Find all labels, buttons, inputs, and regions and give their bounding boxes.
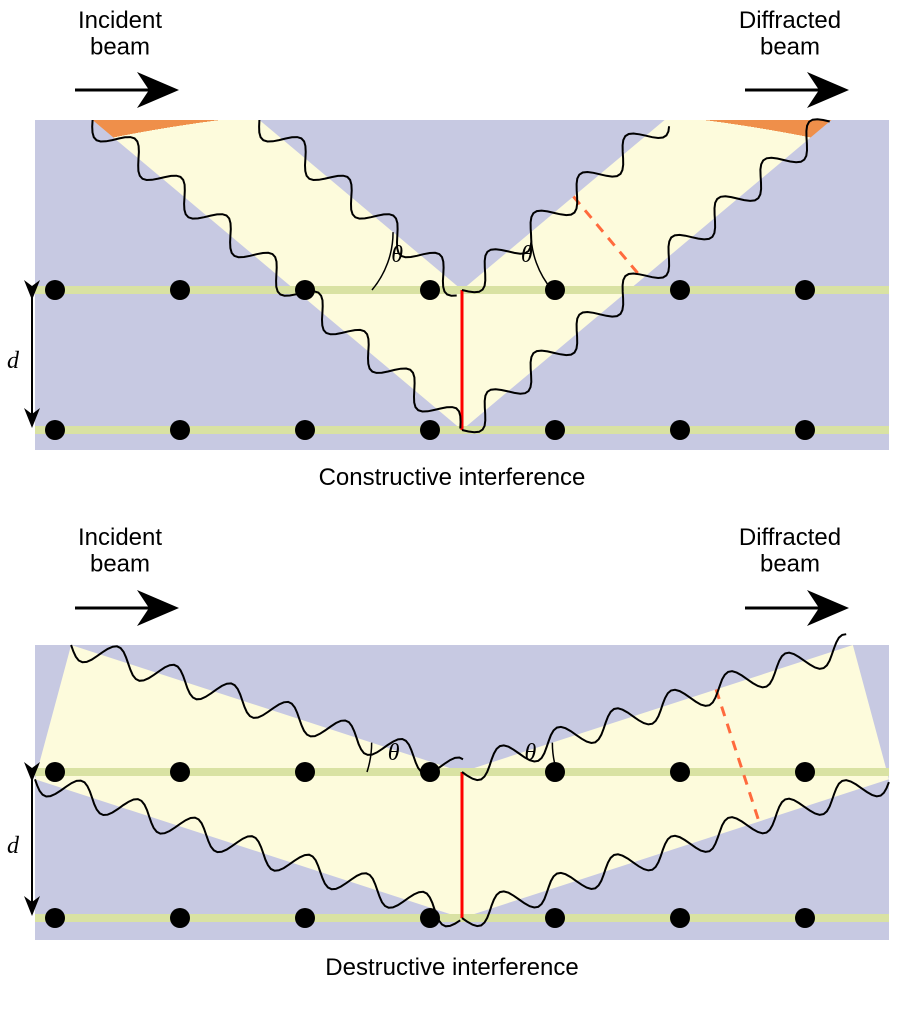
theta-label: θ bbox=[525, 740, 537, 766]
atom bbox=[295, 908, 315, 928]
atom bbox=[545, 280, 565, 300]
atom bbox=[420, 280, 440, 300]
atom bbox=[545, 420, 565, 440]
theta-label: θ bbox=[388, 740, 400, 766]
incident-beam-label: Incidentbeam bbox=[78, 7, 162, 60]
atom bbox=[295, 762, 315, 782]
atom bbox=[420, 420, 440, 440]
diffraction-diagram: IncidentbeamDiffractedbeamθθdConstructiv… bbox=[0, 0, 904, 1011]
atom bbox=[45, 420, 65, 440]
atom bbox=[670, 908, 690, 928]
atom bbox=[795, 908, 815, 928]
panel-caption: Destructive interference bbox=[325, 954, 578, 981]
atom bbox=[420, 762, 440, 782]
incident-beam-label: Incidentbeam bbox=[78, 524, 162, 577]
atom bbox=[795, 280, 815, 300]
atom bbox=[45, 762, 65, 782]
d-label: d bbox=[7, 348, 20, 374]
diffracted-beam-label: Diffractedbeam bbox=[739, 7, 841, 60]
atom bbox=[670, 420, 690, 440]
panel: θθ bbox=[35, 119, 889, 450]
atom bbox=[170, 762, 190, 782]
diffracted-beam-label: Diffractedbeam bbox=[739, 524, 841, 577]
atom bbox=[170, 908, 190, 928]
panel: θθ bbox=[35, 634, 889, 940]
atom bbox=[795, 762, 815, 782]
atom bbox=[45, 280, 65, 300]
atom bbox=[670, 762, 690, 782]
theta-label: θ bbox=[521, 242, 533, 268]
atom bbox=[670, 280, 690, 300]
atom bbox=[545, 908, 565, 928]
atom bbox=[545, 762, 565, 782]
atom bbox=[295, 420, 315, 440]
theta-label: θ bbox=[391, 242, 403, 268]
atom bbox=[170, 280, 190, 300]
atom bbox=[795, 420, 815, 440]
panel-caption: Constructive interference bbox=[319, 464, 586, 491]
atom bbox=[170, 420, 190, 440]
diagram-svg: IncidentbeamDiffractedbeamθθdConstructiv… bbox=[0, 0, 904, 1011]
atom bbox=[420, 908, 440, 928]
atom bbox=[45, 908, 65, 928]
d-label: d bbox=[7, 833, 20, 859]
atom bbox=[295, 280, 315, 300]
